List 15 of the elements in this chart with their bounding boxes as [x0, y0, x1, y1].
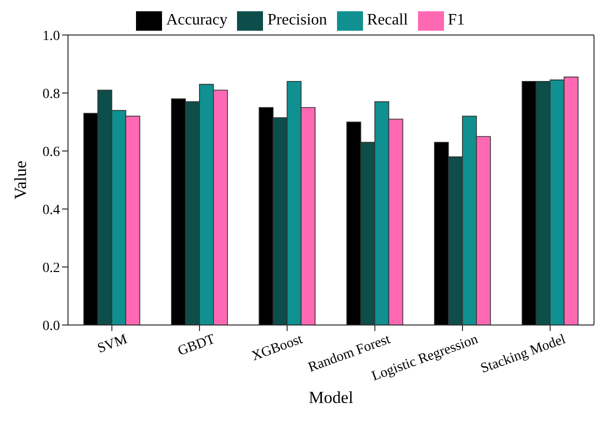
legend-label: Precision: [267, 12, 328, 29]
y-tick-label: 1.0: [42, 28, 60, 44]
y-axis-title: Value: [11, 160, 30, 200]
legend-label: Accuracy: [166, 12, 228, 29]
x-tick-label: SVM: [96, 332, 130, 357]
legend-label: Recall: [367, 12, 408, 29]
y-tick-label: 0.8: [42, 86, 60, 102]
x-tick-label: Stacking Model: [478, 332, 568, 377]
y-tick-label: 0.6: [42, 144, 60, 160]
x-tick-label: GBDT: [176, 332, 218, 360]
legend-label: F1: [448, 12, 465, 29]
y-tick-label: 0.2: [42, 260, 60, 276]
y-tick-label: 0.4: [42, 202, 60, 218]
y-tick-label: 0.0: [42, 318, 60, 334]
x-axis-title: Model: [308, 388, 354, 407]
